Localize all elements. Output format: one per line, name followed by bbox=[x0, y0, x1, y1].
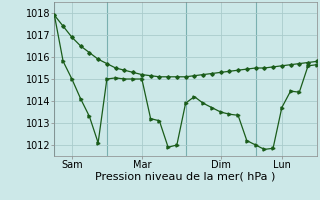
X-axis label: Pression niveau de la mer( hPa ): Pression niveau de la mer( hPa ) bbox=[95, 172, 276, 182]
